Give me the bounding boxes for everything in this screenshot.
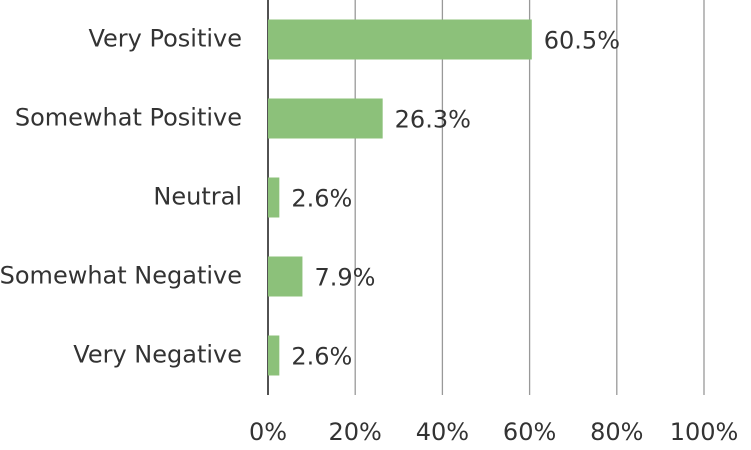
x-tick-label: 0% [249,418,287,446]
value-label: 60.5% [544,27,620,55]
value-label: 2.6% [291,343,352,371]
bar [268,19,532,60]
x-tick-label: 100% [670,418,739,446]
y-tick-label: Somewhat Negative [0,262,242,290]
bar [268,256,303,297]
y-tick-label: Very Positive [88,25,242,53]
x-tick-label: 60% [503,418,556,446]
y-tick-label: Somewhat Positive [15,104,242,132]
x-tick-label: 20% [329,418,382,446]
x-tick-label: 80% [590,418,643,446]
y-tick-label: Neutral [153,183,242,211]
bar [268,177,280,218]
x-tick-label: 40% [416,418,469,446]
bar [268,335,280,376]
value-label: 26.3% [395,106,471,134]
bar [268,98,383,139]
y-tick-label: Very Negative [73,341,242,369]
value-label: 7.9% [314,264,375,292]
value-label: 2.6% [291,185,352,213]
